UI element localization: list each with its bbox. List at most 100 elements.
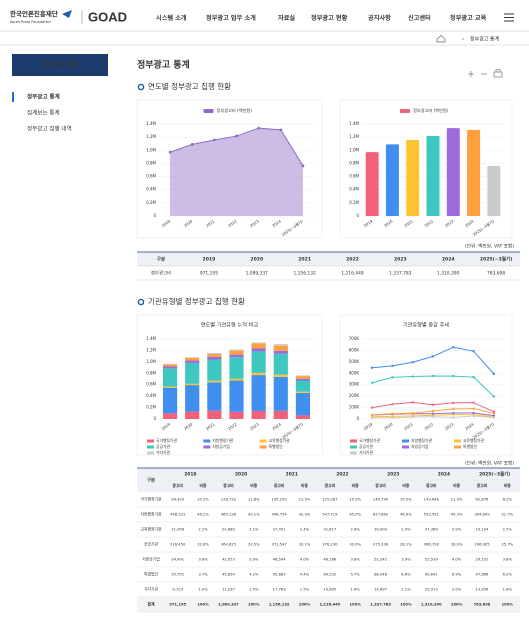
table-header-cell: 2023 (394, 257, 407, 263)
legend-swatch (203, 445, 211, 449)
x-tick-label: 2019 (362, 218, 373, 228)
bar-segment (207, 380, 222, 383)
sidebar-item[interactable]: 집계보는 통계 (27, 109, 60, 117)
nav-item[interactable]: 정부광고 업무 소개 (206, 14, 256, 22)
table-header-cell: 2022 (336, 472, 348, 478)
bar-segment (229, 380, 244, 412)
table-cell: 1,216,449 (341, 271, 364, 277)
y-tick-label: 0 (356, 213, 359, 218)
y-tick-label: 0.4M (146, 187, 156, 192)
home-icon[interactable] (436, 35, 446, 43)
table-cell: 2.2% (198, 528, 208, 532)
table-cell: 2.9% (452, 528, 462, 532)
legend-swatch (454, 445, 461, 449)
legend-swatch (402, 439, 409, 443)
table-cell: 43.1% (248, 513, 260, 517)
table-cell: 10.2% (197, 498, 209, 502)
bar-segment (185, 362, 200, 384)
table-subheader-cell: 비중 (453, 483, 460, 488)
logo-org: 한국언론진흥재단 (10, 9, 58, 18)
menu-icon[interactable] (504, 13, 514, 22)
bar-segment (251, 410, 266, 419)
section-heading: 연도별 정부광고 집행 현황 (148, 81, 231, 91)
table-cell: 52,242 (374, 558, 387, 562)
point (257, 126, 261, 130)
x-tick-label: 2022 (227, 218, 238, 228)
point (411, 401, 414, 404)
point (391, 416, 394, 419)
legend-label: 교육행정기관 (463, 438, 484, 443)
bar-segment (162, 364, 178, 367)
sidebar-item[interactable]: 정부광고 집행 내역 (27, 125, 72, 133)
point (472, 375, 475, 379)
y-tick-label: 1.0M (146, 147, 156, 152)
table-cell: 4.2% (249, 573, 259, 577)
bar-segment (185, 411, 200, 419)
bar-segment (162, 386, 178, 388)
bar-segment (251, 375, 266, 411)
table-cell: 448,331 (170, 513, 185, 517)
table-subheader-cell: 비중 (402, 483, 409, 488)
bar-segment (273, 350, 288, 354)
legend-swatch (402, 445, 409, 449)
table-total-bg (137, 597, 520, 612)
nav-item[interactable]: 공지사항 (368, 14, 391, 22)
sidebar-title: 정부광고 현황 (43, 61, 78, 69)
x-tick-label: 2024 (271, 421, 282, 431)
bar-segment (251, 372, 266, 376)
bar-segment (295, 380, 311, 392)
legend-swatch (147, 445, 154, 449)
y-tick-label: 1.2M (146, 134, 156, 139)
y-tick-label: 0.8M (146, 160, 156, 165)
area-fill (170, 128, 303, 216)
y-tick-label: 0.2M (146, 200, 156, 205)
sidebar-item[interactable]: 정부광고 통계 (27, 93, 60, 101)
x-tick-label: 2024 (271, 218, 282, 228)
legend-swatch (350, 445, 357, 449)
nav-item[interactable]: 정부광고 현황 (311, 14, 348, 22)
logo-sub: Korea Press Foundation (10, 20, 51, 24)
sidebar-title-box (12, 54, 108, 76)
point (472, 414, 475, 418)
bar-segment (207, 382, 222, 411)
page-title: 정부광고 통계 (137, 59, 190, 71)
nav-item[interactable]: 신고센터 (408, 14, 431, 22)
y-tick-label: 600K (349, 347, 360, 352)
table-cell: 1,089,337 (246, 271, 269, 277)
table-cell: 145,230 (271, 498, 287, 502)
point (370, 381, 374, 385)
nav-item[interactable]: 시스템 소개 (156, 14, 187, 22)
legend-label: 지방행정기관 (212, 438, 233, 443)
y-tick-label: 1.0M (349, 147, 359, 152)
y-tick-label: 0.8M (146, 370, 156, 375)
bar (467, 129, 481, 216)
legend-label: 국가행정기관 (156, 438, 177, 443)
bar-segment (295, 376, 311, 379)
table-cell: 3.8% (503, 558, 513, 562)
table-cell: 140,790 (373, 498, 389, 502)
point (452, 401, 455, 405)
tool-icons[interactable] (468, 69, 503, 78)
chart-title: 기관유형별 증감 추세 (403, 321, 449, 329)
table-cell: 28.0% (451, 543, 463, 547)
legend-label: 지방공기업 (212, 444, 230, 449)
table-cell: 17,763 (273, 588, 287, 592)
bar-segment (207, 356, 222, 360)
unit-note: (단위: 백만원, VAT 포함) (465, 243, 514, 250)
nav-item[interactable]: 자료실 (278, 14, 295, 22)
table-subheader-cell: 광고비 (426, 483, 437, 488)
point (472, 407, 475, 410)
nav-item[interactable]: 정부광고 교육 (450, 14, 487, 22)
table-cell: 공공기관 (144, 542, 158, 547)
point (492, 414, 496, 417)
table-cell: 593,552 (424, 513, 439, 517)
table-header-bg (137, 252, 520, 266)
y-tick-label: 0 (153, 416, 156, 421)
table-subheader-cell: 비중 (301, 483, 308, 488)
bar-segment (207, 359, 222, 381)
bar (406, 140, 420, 216)
heading-bullet (137, 298, 145, 306)
breadcrumb: 정부광고 통계 (470, 36, 500, 43)
bar-segment (207, 353, 222, 357)
table-cell: 316,450 (170, 543, 186, 547)
